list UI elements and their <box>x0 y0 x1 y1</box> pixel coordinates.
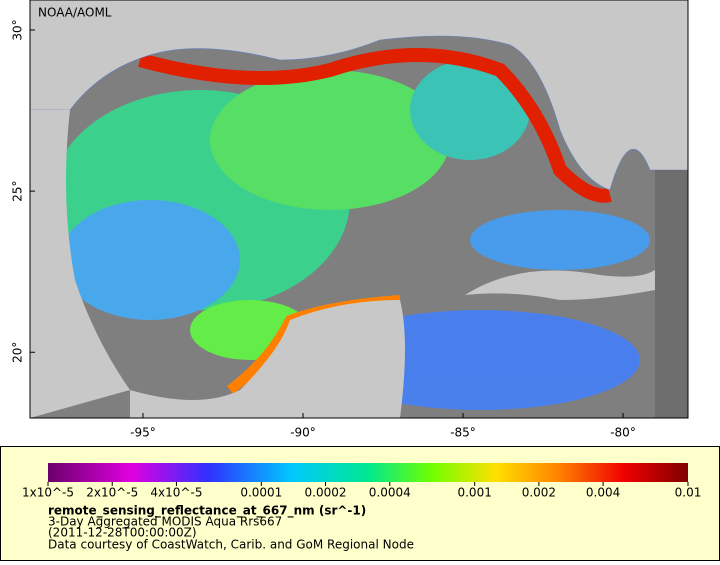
colorbar-tick-label: 0.0004 <box>369 486 411 500</box>
x-tick-label: -80° <box>610 426 636 440</box>
colorbar-tick-label: 1x10^-5 <box>22 486 74 500</box>
colorbar <box>48 463 688 482</box>
land-yucatan <box>130 300 405 418</box>
no-data-east <box>655 170 688 418</box>
land-west <box>30 110 130 418</box>
colorbar-tick-label: 0.004 <box>586 486 620 500</box>
y-tick-label: 25° <box>11 180 25 201</box>
colorbar-tick-label: 0.002 <box>522 486 556 500</box>
x-tick-label: -95° <box>130 426 156 440</box>
credit: Data courtesy of CoastWatch, Carib. and … <box>48 538 414 552</box>
variable-name: remote_sensing_reflectance_at_667_nm (sr… <box>48 504 366 519</box>
colorbar-tick-label: 0.0002 <box>305 486 347 500</box>
map-frame <box>29 0 689 419</box>
description: 3-Day Aggregated MODIS Aqua Rrs667 <box>48 515 282 529</box>
date: (2011-12-28T00:00:00Z) <box>48 526 197 540</box>
y-tick-label: 30° <box>11 19 25 40</box>
coastal-high <box>138 48 612 203</box>
x-tick-label: -90° <box>290 426 316 440</box>
land-cuba <box>465 270 655 300</box>
land-north <box>30 0 688 191</box>
colorbar-tick-label: 0.01 <box>675 486 702 500</box>
colorbar-tick-label: 2x10^-5 <box>86 486 138 500</box>
x-tick-label: -85° <box>450 426 476 440</box>
colorbar-tick-label: 0.0001 <box>240 486 282 500</box>
y-tick-label: 20° <box>11 342 25 363</box>
colorbar-tick-label: 4x10^-5 <box>150 486 202 500</box>
colorbar-tick-label: 0.001 <box>457 486 491 500</box>
map-area: NOAA/AOML <box>30 0 688 418</box>
map-credit: NOAA/AOML <box>38 6 112 20</box>
